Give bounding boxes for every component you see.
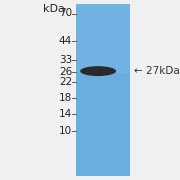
Text: 44: 44 — [59, 35, 72, 46]
Text: 10: 10 — [59, 126, 72, 136]
Text: 70: 70 — [59, 8, 72, 19]
Bar — [76, 4, 130, 73]
Text: 22: 22 — [59, 77, 72, 87]
Text: 26: 26 — [59, 67, 72, 77]
Ellipse shape — [80, 66, 116, 76]
Text: kDa: kDa — [43, 4, 65, 15]
Text: 14: 14 — [59, 109, 72, 119]
Text: 18: 18 — [59, 93, 72, 103]
Text: 33: 33 — [59, 55, 72, 65]
Bar — [76, 4, 130, 176]
Text: ← 27kDa: ← 27kDa — [134, 66, 180, 76]
